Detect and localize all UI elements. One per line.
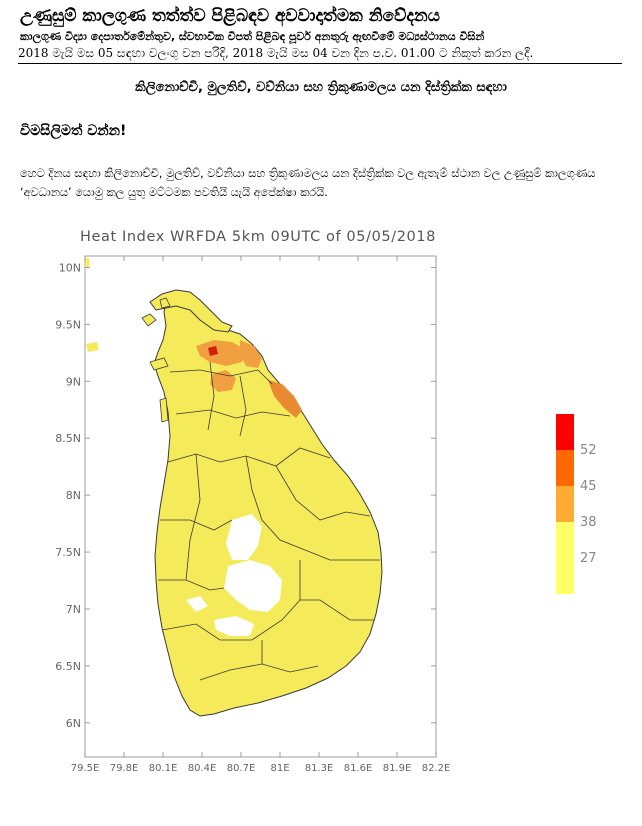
low-index-central-a xyxy=(226,514,262,560)
colorbar-label: 38 xyxy=(580,515,597,530)
notice-title: උණුසුම් කාලගුණ තත්ත්ව පිළිබඳව අවවාදාත්මක… xyxy=(20,6,440,26)
x-tick-label: 80.7E xyxy=(227,763,256,774)
colorbar-legend: 52 45 38 27 xyxy=(556,414,597,594)
y-tick-label: 8.5N xyxy=(55,432,81,445)
district-boundaries xyxy=(158,361,380,681)
low-index-central-b xyxy=(224,560,282,612)
jaffna-peninsula xyxy=(149,289,233,333)
y-tick-label: 8N xyxy=(66,489,81,502)
x-tick-label: 81.9E xyxy=(383,763,412,774)
heat-zone-trincomalee xyxy=(268,380,302,418)
low-index-south-b xyxy=(186,596,208,612)
y-tick-label: 6.5N xyxy=(55,660,81,673)
districts-heading: කිලිනොච්චි, මුලතිව්, වව්නියා සහ ත්‍රිකුණ… xyxy=(135,80,507,95)
x-axis: 79.5E 79.8E 80.1E 80.4E 80.7E 81E 81.3E 81.6E 81… xyxy=(71,256,451,774)
y-tick-label: 7.5N xyxy=(55,546,81,559)
issuer-line: කාලගුණ විද්‍යා දෙපාර්තමේන්තුව, ස්වභාවික … xyxy=(20,30,485,43)
heat-zone-red-core xyxy=(208,346,218,356)
y-tick-label: 7N xyxy=(66,603,81,616)
colorbar-label: 27 xyxy=(580,551,597,566)
y-axis: 10N 9.5N 9N 8.5N 8N 7.5N 7N 6.5N 6N xyxy=(55,261,436,730)
colorbar-swatch xyxy=(556,486,574,522)
x-tick-label: 82.2E xyxy=(422,763,451,774)
x-tick-label: 79.5E xyxy=(71,763,100,774)
forecast-paragraph: හෙට දිනය සඳහා කිලිනොච්චි, මුලතිව්, වව්නි… xyxy=(20,167,596,199)
colorbar-swatch xyxy=(556,450,574,486)
x-tick-label: 81.3E xyxy=(305,763,334,774)
y-tick-label: 10N xyxy=(59,261,81,274)
y-tick-label: 9N xyxy=(66,375,81,388)
mannar-island xyxy=(149,357,169,371)
low-index-south-a xyxy=(214,616,254,636)
x-tick-label: 81E xyxy=(270,763,289,774)
heat-zone-mullaitivu xyxy=(240,340,262,368)
colorbar-swatch xyxy=(556,414,574,450)
caution-heading: විමසිලිමත් වන්න! xyxy=(20,123,127,139)
map-title: Heat Index WRFDA 5km 09UTC of 05/05/2018 xyxy=(80,229,436,245)
y-tick-label: 6N xyxy=(66,717,81,730)
island-b xyxy=(159,297,171,309)
west-edge-land xyxy=(85,258,89,268)
x-tick-label: 80.4E xyxy=(188,763,217,774)
island-a xyxy=(141,313,157,327)
colorbar-label: 45 xyxy=(580,479,597,494)
kalpitiya-spit xyxy=(159,397,169,423)
x-tick-label: 79.8E xyxy=(110,763,139,774)
sri-lanka-landmass xyxy=(153,295,383,717)
x-tick-label: 80.1E xyxy=(149,763,178,774)
mannar-islet xyxy=(86,342,99,352)
heat-zone-kilinochchi xyxy=(196,340,246,366)
colorbar-label: 52 xyxy=(580,443,597,458)
issue-date-line: 2018 මැයි මස 05 සඳහා වලංගු වන පරිදි, 201… xyxy=(18,46,622,64)
colorbar-swatch xyxy=(556,522,574,594)
y-tick-label: 9.5N xyxy=(55,318,81,331)
x-tick-label: 81.6E xyxy=(344,763,373,774)
